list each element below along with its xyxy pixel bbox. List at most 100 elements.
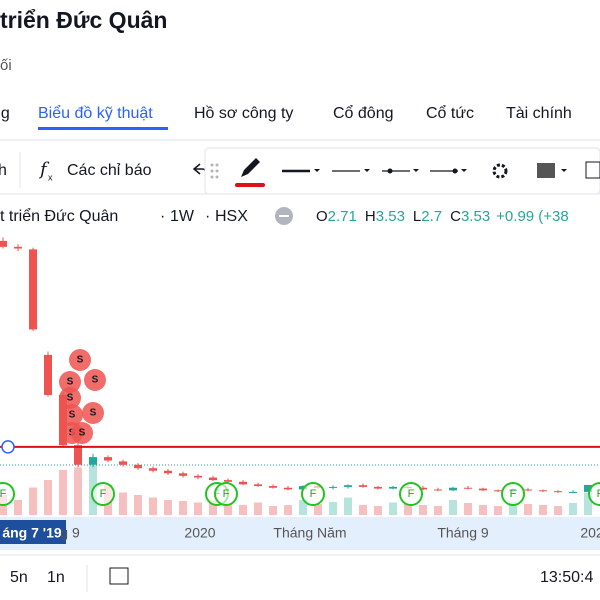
tab[interactable]: Cổ đông [333, 104, 394, 122]
candle-body [479, 488, 487, 491]
volume-bar [299, 500, 307, 515]
x-tick-label: áng 7 '19 [2, 525, 62, 541]
volume-bar [29, 487, 37, 515]
sell-marker[interactable] [59, 371, 81, 393]
settings-icon[interactable] [492, 163, 508, 179]
volume-bar [344, 497, 352, 515]
collapse-minus [279, 215, 289, 217]
fundamental-marker-label: F [510, 488, 517, 500]
ohlc-value: 2.7 [421, 208, 442, 225]
sell-marker[interactable] [59, 387, 81, 409]
template-icon[interactable] [537, 163, 555, 178]
volume-bar [74, 467, 82, 515]
candle-body [389, 486, 397, 489]
x-tick-label: 2020 [184, 525, 215, 541]
line-handle[interactable] [1, 440, 15, 454]
fundamental-marker[interactable] [301, 482, 325, 506]
fundamental-marker-label: F [597, 488, 600, 500]
volume-bar [404, 504, 412, 515]
candle-body [329, 486, 337, 488]
fundamental-marker[interactable] [91, 482, 115, 506]
copy-icon[interactable] [585, 161, 600, 179]
volume-bar [134, 495, 142, 515]
candle-body [179, 473, 187, 476]
fundamental-marker[interactable] [214, 482, 238, 506]
fundamental-marker[interactable] [0, 482, 15, 506]
tab[interactable]: Hồ sơ công ty [194, 105, 293, 122]
volume-bar [179, 501, 187, 515]
sell-marker-label: S [77, 355, 84, 366]
candle-body [584, 484, 592, 492]
sell-marker[interactable] [84, 369, 106, 391]
volume-bar [554, 506, 562, 515]
candle-body [464, 487, 472, 489]
tab[interactable]: ng [0, 105, 10, 122]
candle-body [569, 491, 577, 493]
change-value: +0.99 (+38 [496, 208, 569, 225]
range-button[interactable]: 5n [10, 569, 28, 586]
drag-handle [210, 163, 219, 179]
tab[interactable]: Biểu đồ kỹ thuật [38, 104, 153, 122]
plot: SSSSSSSSFFFFFFFF [0, 237, 600, 515]
sell-marker-label: S [79, 428, 86, 439]
interval-button[interactable]: h [0, 162, 7, 179]
fundamental-marker[interactable] [399, 482, 423, 506]
pencil-icon[interactable] [241, 158, 260, 177]
indicators-button[interactable]: Các chỉ báo [67, 162, 152, 179]
ohlc-value: 3.53 [461, 208, 490, 225]
line-end-dot [452, 168, 458, 174]
ohlc-value: 2.71 [328, 208, 357, 225]
range-button[interactable]: 1n [47, 569, 65, 586]
volume-bar [389, 502, 397, 515]
candle-body [284, 487, 292, 490]
volume-bar [194, 502, 202, 515]
clock: 13:50:4 [540, 569, 593, 586]
candle-body [89, 457, 97, 465]
ohlc-value: 3.53 [376, 208, 405, 225]
sell-marker[interactable] [82, 402, 104, 424]
candle-body [434, 489, 442, 491]
page-title: triển Đức Quân [0, 7, 167, 33]
volume-bar [209, 500, 217, 515]
legend-text: t triển Đức Quân [0, 207, 118, 225]
candle-body [44, 354, 52, 395]
candle-body [554, 491, 562, 493]
tab[interactable]: Tài chính [506, 105, 572, 122]
legend-text: 1W [170, 208, 195, 225]
candle-body [224, 480, 232, 482]
volume-bar [449, 500, 457, 515]
time-axis [0, 517, 600, 550]
sell-marker[interactable] [61, 404, 83, 426]
x-tick-label: g 9 [60, 525, 80, 541]
sell-marker-label: S [69, 410, 76, 421]
sell-marker[interactable] [69, 349, 91, 371]
candle-body [254, 484, 262, 487]
volume-bar [119, 492, 127, 515]
volume-bar [584, 492, 592, 515]
candle-body [494, 490, 502, 492]
volume-bar [464, 503, 472, 515]
candle-body [119, 461, 127, 465]
candle-body [269, 486, 277, 488]
volume-bar [284, 505, 292, 515]
tab[interactable]: Cổ tức [426, 104, 474, 122]
candle-body [104, 457, 112, 461]
ohlc-label: O [316, 208, 328, 225]
date-range-icon[interactable] [109, 567, 129, 585]
fx-icon-sub: x [48, 172, 53, 182]
candle-body [194, 475, 202, 478]
sell-marker[interactable] [71, 422, 93, 444]
ohlc-label: H [365, 208, 376, 225]
fundamental-marker[interactable] [588, 482, 600, 506]
line-start-dot [387, 168, 393, 174]
volume-bar [539, 505, 547, 515]
volume-bar [524, 504, 532, 515]
volume-bar [359, 505, 367, 515]
candle-body [149, 468, 157, 471]
x-tick-label: 202 [580, 525, 600, 541]
volume-bar [374, 506, 382, 515]
sell-marker-label: S [90, 408, 97, 419]
fundamental-marker[interactable] [501, 482, 525, 506]
volume-bar [59, 470, 67, 515]
candle-body [239, 481, 247, 485]
